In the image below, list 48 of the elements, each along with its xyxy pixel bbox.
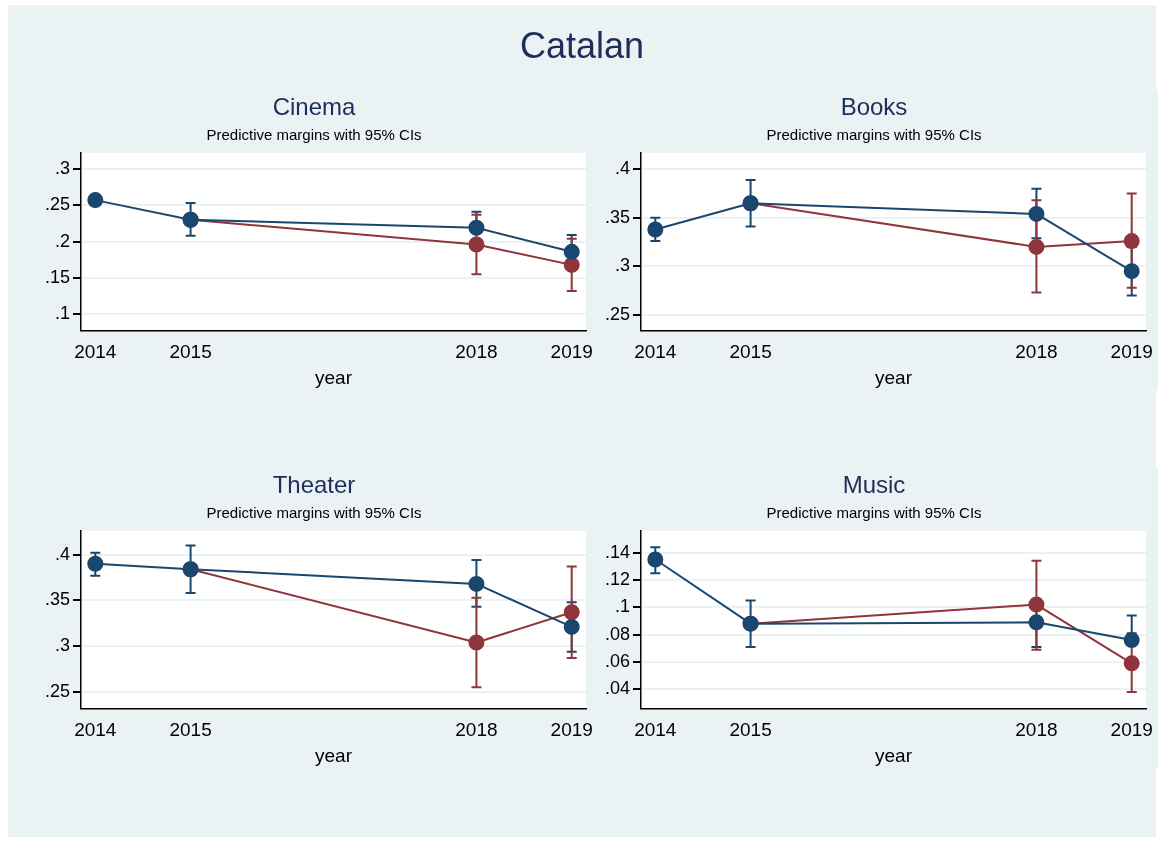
y-tick-label: .25 <box>44 194 71 215</box>
x-tick-label: 2015 <box>169 341 212 363</box>
y-tick-label: .25 <box>604 303 631 324</box>
y-tick-label: .1 <box>55 303 71 324</box>
y-tick-label: .14 <box>604 541 631 562</box>
x-tick-label: 2018 <box>455 719 498 741</box>
x-tick-label: 2019 <box>550 719 593 741</box>
x-tick-label: 2018 <box>1015 719 1058 741</box>
chart-subtitle: Predictive margins with 95% CIs <box>766 125 982 143</box>
x-tick-label: 2018 <box>455 341 498 363</box>
x-axis-title: year <box>315 366 353 388</box>
y-tick-label: .15 <box>44 266 71 287</box>
y-tick-label: .04 <box>604 678 631 699</box>
chart-title: Music <box>842 471 906 499</box>
y-tick-label: .35 <box>604 206 631 227</box>
y-tick-label: .3 <box>615 255 631 276</box>
y-tick-label: .4 <box>615 158 631 179</box>
y-tick-label: .35 <box>44 589 71 610</box>
text: Catalan <box>518 25 646 67</box>
y-tick-label: .2 <box>55 230 71 251</box>
chart-subtitle: Predictive margins with 95% CIs <box>206 125 422 143</box>
chart-title: Cinema <box>272 93 356 121</box>
x-tick-label: 2014 <box>74 341 117 363</box>
x-axis-title: year <box>315 744 353 766</box>
x-tick-label: 2014 <box>74 719 117 741</box>
x-tick-label: 2019 <box>1110 341 1153 363</box>
y-tick-label: .3 <box>55 635 71 656</box>
chart-subtitle: Predictive margins with 95% CIs <box>206 503 422 521</box>
x-tick-label: 2015 <box>729 341 772 363</box>
x-axis-title: year <box>875 744 913 766</box>
y-tick-label: .25 <box>44 680 71 701</box>
x-tick-label: 2015 <box>169 719 212 741</box>
x-tick-label: 2014 <box>634 719 677 741</box>
chart-title: Theater <box>272 471 356 499</box>
x-tick-label: 2014 <box>634 341 677 363</box>
y-tick-label: .06 <box>604 650 631 671</box>
y-tick-label: .4 <box>55 543 71 564</box>
y-tick-label: .3 <box>55 157 71 178</box>
x-tick-label: 2019 <box>1110 719 1153 741</box>
chart-subtitle: Predictive margins with 95% CIs <box>766 503 982 521</box>
y-tick-label: .12 <box>604 568 631 589</box>
x-axis-title: year <box>875 366 913 388</box>
chart-title: Books <box>840 93 908 121</box>
y-tick-label: .08 <box>604 623 631 644</box>
x-tick-label: 2019 <box>550 341 593 363</box>
y-tick-label: .1 <box>615 596 631 617</box>
x-tick-label: 2018 <box>1015 341 1058 363</box>
x-tick-label: 2015 <box>729 719 772 741</box>
